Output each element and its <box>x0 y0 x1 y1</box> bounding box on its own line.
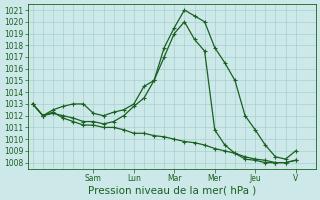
X-axis label: Pression niveau de la mer( hPa ): Pression niveau de la mer( hPa ) <box>88 186 256 196</box>
